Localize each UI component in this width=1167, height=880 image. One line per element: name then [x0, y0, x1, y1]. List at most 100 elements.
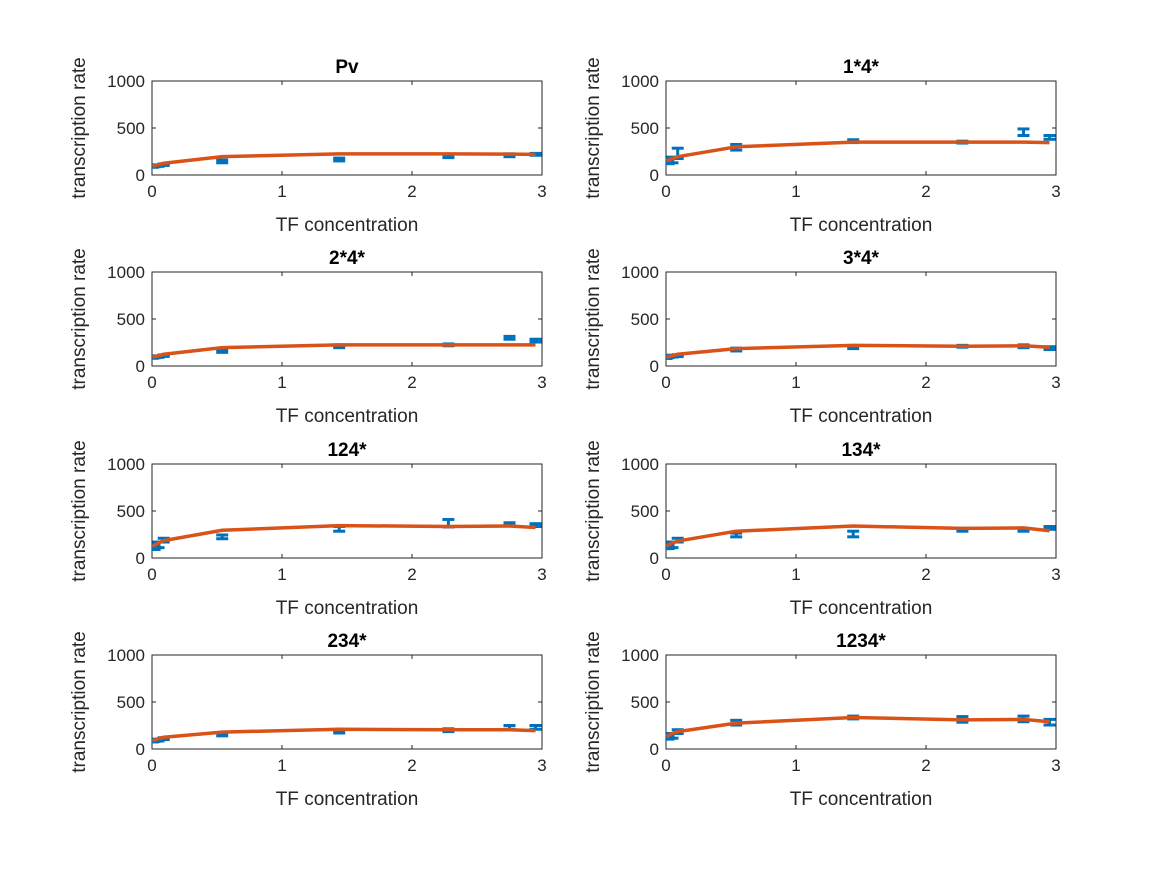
panel-title: 2*4* — [329, 248, 366, 269]
panel-title: 124* — [327, 440, 367, 461]
plot-area — [152, 334, 542, 360]
x-tick-label: 3 — [537, 182, 546, 201]
x-tick-label: 3 — [537, 373, 546, 392]
axes-box — [665, 463, 1057, 559]
y-tick-label: 500 — [117, 119, 145, 138]
y-tick-label: 500 — [631, 502, 659, 521]
x-tick-label: 1 — [277, 373, 286, 392]
plot-area — [152, 724, 542, 744]
y-axis-label: transcription rate — [583, 631, 604, 773]
axes-box — [151, 271, 543, 367]
x-tick-label: 0 — [147, 756, 156, 775]
data-point-errorbar — [1017, 127, 1030, 138]
y-tick-label: 1000 — [107, 646, 145, 665]
fit-line — [152, 727, 536, 743]
panel-title: 234* — [327, 631, 367, 652]
x-tick-label: 3 — [537, 565, 546, 584]
fit-line — [666, 343, 1050, 360]
y-tick-label: 1000 — [107, 72, 145, 91]
x-tick-label: 1 — [791, 373, 800, 392]
data-point-errorbar — [529, 337, 542, 344]
y-tick-label: 1000 — [621, 263, 659, 282]
panel-title: 3*4* — [843, 248, 880, 269]
subplot-5: 0 1 2 3 0 500 1000 124* TF concentration transcri… — [69, 440, 547, 619]
x-tick-label: 2 — [921, 756, 930, 775]
x-tick-label: 2 — [921, 182, 930, 201]
x-tick-label: 3 — [1051, 565, 1060, 584]
data-point-errorbar — [1043, 134, 1056, 141]
fit-line — [666, 140, 1050, 163]
subplot-3: 0 1 2 3 0 500 1000 2*4* TF concentration transcri… — [69, 248, 547, 427]
y-axis-label: transcription rate — [69, 248, 90, 390]
y-tick-label: 1000 — [621, 646, 659, 665]
x-tick-label: 0 — [661, 373, 670, 392]
x-tick-label: 3 — [1051, 756, 1060, 775]
x-tick-label: 1 — [277, 756, 286, 775]
x-tick-label: 0 — [661, 182, 670, 201]
subplot-1: 0 1 2 3 0 500 1000 Pv TF concentration transcript… — [69, 57, 547, 236]
data-point-errorbar — [333, 156, 346, 163]
plot-area — [152, 517, 542, 552]
y-axis-label: transcription rate — [69, 440, 90, 582]
data-point-errorbar — [503, 334, 516, 341]
x-tick-label: 1 — [791, 756, 800, 775]
subplot-2: 0 1 2 3 0 500 1000 1*4* TF concentration transcri… — [583, 57, 1061, 236]
panel-title: 1234* — [836, 631, 886, 652]
axes-box — [665, 80, 1057, 176]
y-tick-label: 0 — [650, 166, 659, 185]
data-point-errorbar — [847, 529, 860, 539]
fit-line — [666, 715, 1050, 739]
panel-title: 134* — [841, 440, 881, 461]
x-tick-label: 1 — [277, 565, 286, 584]
x-tick-label: 2 — [407, 373, 416, 392]
axes-box — [151, 654, 543, 750]
x-tick-label: 3 — [537, 756, 546, 775]
y-tick-label: 0 — [136, 357, 145, 376]
x-tick-label: 0 — [661, 756, 670, 775]
axes-box — [665, 654, 1057, 750]
axes-box — [151, 80, 543, 176]
plot-area — [666, 714, 1056, 741]
x-tick-label: 3 — [1051, 182, 1060, 201]
y-axis-label: transcription rate — [69, 57, 90, 199]
y-tick-label: 1000 — [107, 455, 145, 474]
axes-box — [665, 271, 1057, 367]
fit-line — [152, 152, 536, 169]
x-axis-label: TF concentration — [790, 215, 933, 236]
data-point-errorbar — [216, 348, 229, 354]
plot-area — [152, 151, 542, 169]
subplot-4: 0 1 2 3 0 500 1000 3*4* TF concentration transcri… — [583, 248, 1061, 427]
y-tick-label: 500 — [631, 310, 659, 329]
y-axis-label: transcription rate — [583, 248, 604, 390]
y-tick-label: 0 — [136, 166, 145, 185]
subplot-7: 0 1 2 3 0 500 1000 234* TF concentration transcri… — [69, 631, 547, 810]
x-axis-label: TF concentration — [790, 406, 933, 427]
y-tick-label: 500 — [117, 502, 145, 521]
x-tick-label: 0 — [661, 565, 670, 584]
subplot-6: 0 1 2 3 0 500 1000 134* TF concentration transcri… — [583, 440, 1061, 619]
y-tick-label: 1000 — [107, 263, 145, 282]
x-tick-label: 1 — [791, 182, 800, 201]
y-tick-label: 0 — [650, 549, 659, 568]
x-axis-label: TF concentration — [276, 789, 419, 810]
y-tick-label: 0 — [650, 740, 659, 759]
x-axis-label: TF concentration — [790, 598, 933, 619]
y-tick-label: 0 — [650, 357, 659, 376]
x-tick-label: 0 — [147, 373, 156, 392]
y-tick-label: 500 — [631, 119, 659, 138]
x-tick-label: 1 — [791, 565, 800, 584]
x-tick-label: 2 — [407, 182, 416, 201]
x-tick-label: 2 — [921, 373, 930, 392]
panel-title: 1*4* — [843, 57, 880, 78]
panel-title: Pv — [335, 57, 359, 78]
y-tick-label: 1000 — [621, 455, 659, 474]
fit-line — [152, 343, 536, 360]
plot-area — [666, 524, 1056, 551]
y-tick-label: 500 — [631, 693, 659, 712]
data-point-errorbar — [216, 533, 229, 541]
plot-area — [666, 343, 1056, 360]
y-axis-label: transcription rate — [69, 631, 90, 773]
y-tick-label: 500 — [117, 693, 145, 712]
fit-line — [152, 523, 536, 549]
